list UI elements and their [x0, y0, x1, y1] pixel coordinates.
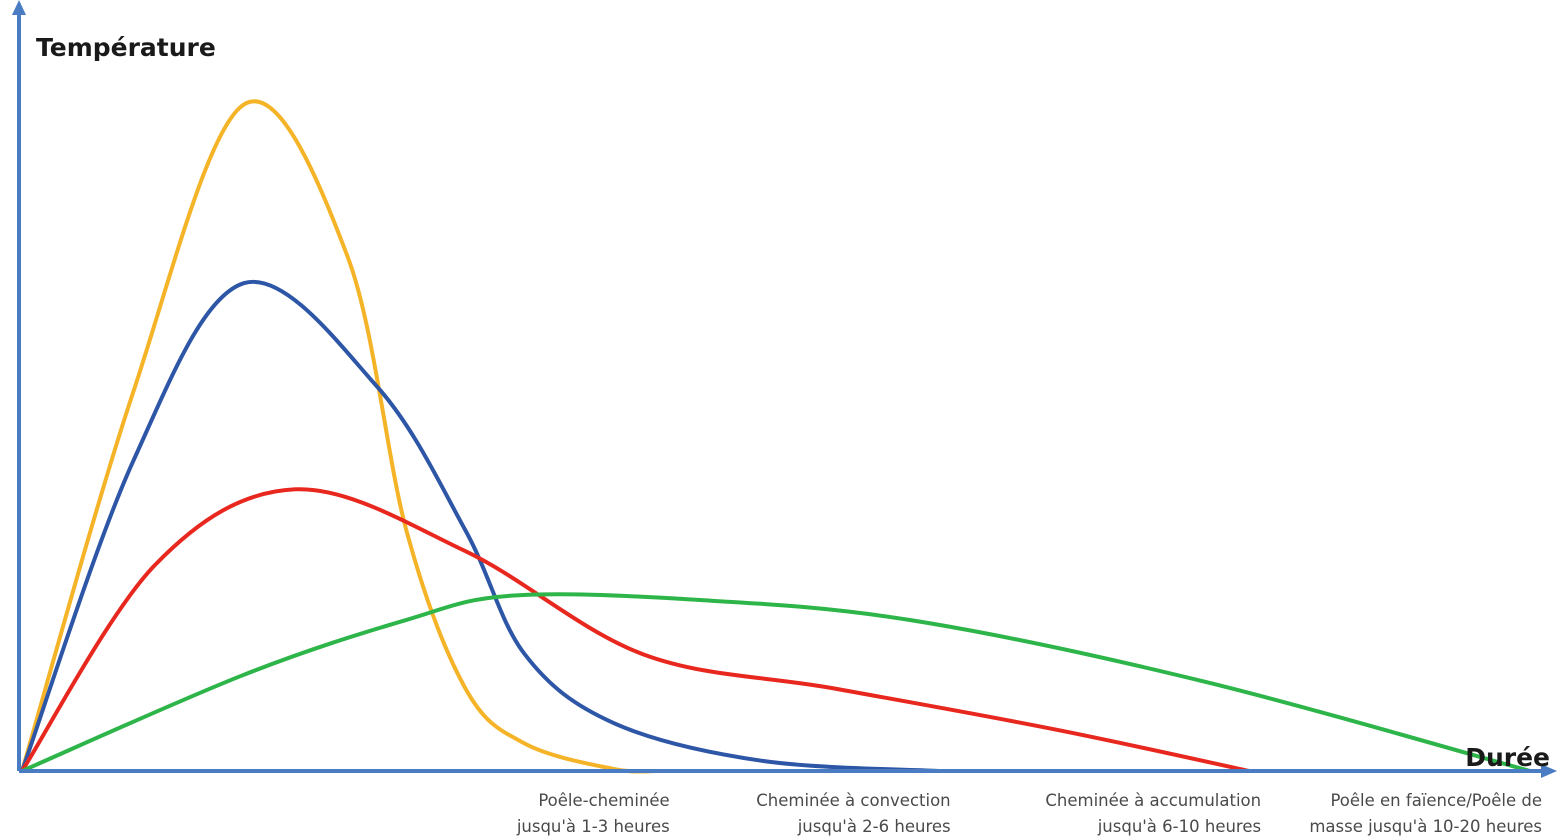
category-label-2: Cheminée à convection jusqu'à 2-6 heures [756, 791, 950, 836]
series-line-poele-faience [20, 592, 1532, 773]
category-label-line2: jusqu'à 2-6 heures [797, 817, 951, 836]
y-axis-arrow [12, 0, 26, 15]
category-label-line1: Cheminée à convection [756, 791, 950, 810]
category-label-line2: masse jusqu'à 10-20 heures [1309, 817, 1542, 836]
x-axis-title: Durée [1465, 743, 1550, 772]
category-label-line2: jusqu'à 6-10 heures [1097, 817, 1261, 836]
category-label-line1: Poêle-cheminée [538, 791, 669, 810]
category-labels: Poêle-cheminée jusqu'à 1-3 heures Cheminée… [516, 791, 1542, 836]
category-label-3: Cheminée à accumulation jusqu'à 6-10 heur… [1045, 791, 1261, 836]
x-axis-arrow [1541, 764, 1557, 778]
category-label-line1: Cheminée à accumulation [1045, 791, 1261, 810]
category-label-line1: Poêle en faïence/Poêle de [1330, 791, 1542, 810]
category-label-4: Poêle en faïence/Poêle de masse jusqu'à 1… [1309, 791, 1542, 836]
category-label-1: Poêle-cheminée jusqu'à 1-3 heures [516, 791, 670, 836]
series-line-poele-cheminee [20, 99, 660, 774]
chart-axes [12, 0, 1557, 778]
y-axis-title: Température [36, 33, 216, 62]
series-line-cheminee-convection [20, 279, 941, 773]
chart-curves [20, 99, 1532, 774]
series-line-cheminee-accumulation [20, 487, 1252, 773]
category-label-line2: jusqu'à 1-3 heures [516, 817, 670, 836]
